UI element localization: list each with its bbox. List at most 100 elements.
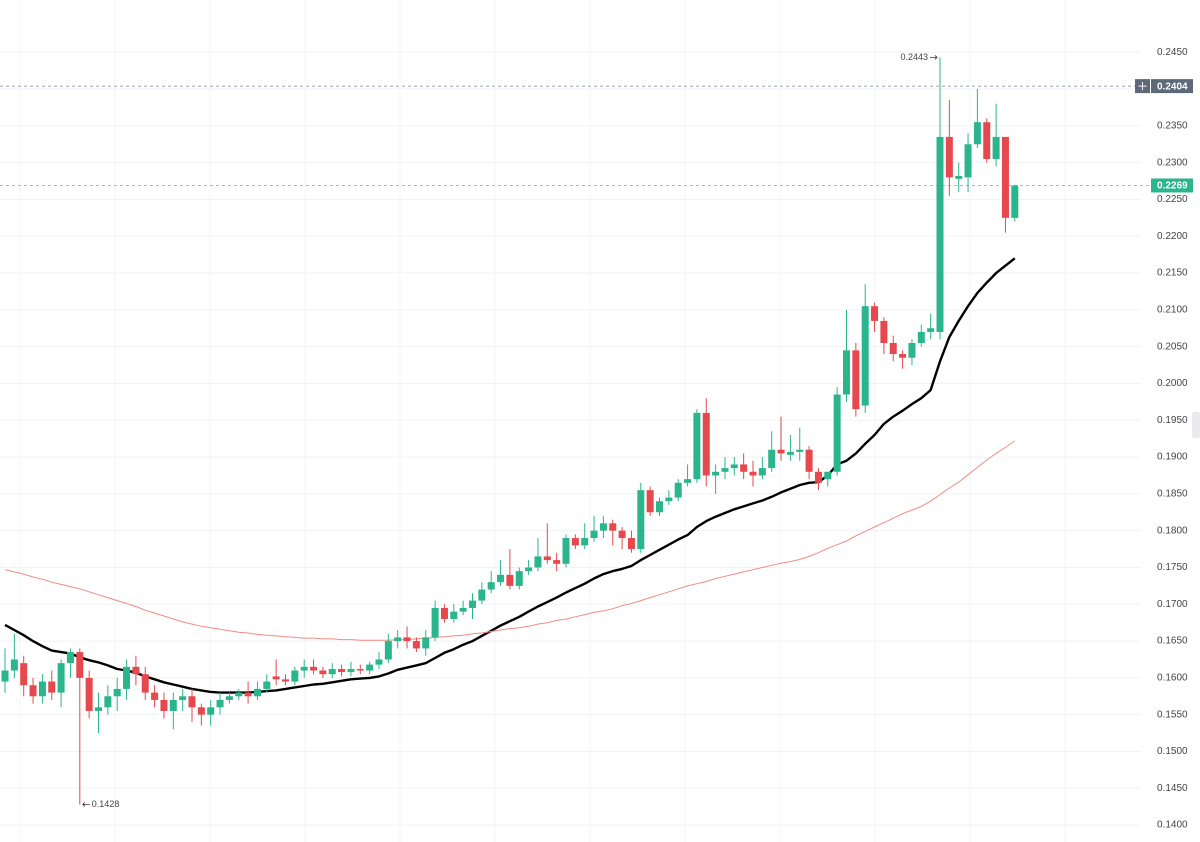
candle-body: [291, 670, 299, 682]
y-tick-label: 0.1600: [1157, 673, 1188, 684]
candle-body: [786, 451, 794, 455]
candle-body: [216, 699, 224, 708]
y-tick-label: 0.2150: [1157, 268, 1188, 279]
candle-body: [740, 464, 748, 472]
candle-body: [637, 490, 645, 550]
candles: [1, 57, 1019, 805]
candle-body: [347, 669, 355, 672]
y-tick-label: 0.1950: [1157, 415, 1188, 426]
panel-handle[interactable]: [1192, 412, 1200, 438]
candle-body: [132, 666, 140, 675]
candle-body: [328, 669, 336, 675]
candle-body: [749, 471, 757, 476]
price-label-box: [1151, 178, 1193, 193]
candle-body: [225, 696, 233, 700]
candle-body: [497, 574, 505, 583]
candle-body: [244, 692, 252, 697]
candle-body: [459, 607, 467, 612]
y-tick-label: 0.1500: [1157, 746, 1188, 757]
candle-body: [95, 707, 102, 711]
candle-body: [618, 530, 626, 539]
candle-body: [581, 538, 589, 546]
candle-body: [85, 677, 93, 711]
candle-body: [702, 412, 710, 476]
candle-body: [824, 471, 832, 480]
candle-body: [10, 659, 18, 671]
moving-averages: [4, 257, 1016, 694]
candle-body: [571, 538, 579, 546]
candle-body: [141, 674, 149, 693]
candle-body: [366, 664, 374, 671]
y-tick-label: 0.2050: [1157, 341, 1188, 352]
candle-body: [908, 342, 916, 358]
y-tick-label: 0.1450: [1157, 783, 1188, 794]
candle-body: [450, 611, 458, 619]
candle-body: [412, 641, 420, 649]
y-tick-label: 0.2300: [1157, 157, 1188, 168]
candle-body: [207, 707, 215, 715]
y-tick-label: 0.1750: [1157, 562, 1188, 573]
candle-body: [796, 449, 804, 452]
candle-body: [599, 523, 607, 531]
candle-body: [384, 641, 392, 660]
candle-body: [693, 412, 701, 480]
candle-body: [29, 685, 37, 697]
y-tick-label: 0.1900: [1157, 452, 1188, 463]
candle-body: [814, 471, 822, 483]
candle-body: [66, 652, 74, 664]
candle-body: [730, 464, 738, 469]
y-tick-label: 0.2200: [1157, 231, 1188, 242]
candle-body: [983, 122, 991, 159]
candle-body: [104, 696, 112, 708]
candle-body: [543, 556, 551, 561]
y-tick-label: 0.1550: [1157, 709, 1188, 720]
add-icon: [1138, 82, 1147, 91]
overlays: 0.1400 0.1450 0.1500 0.1550 0.1600 0.1650 0.17…: [0, 47, 1193, 831]
candle-body: [833, 394, 841, 472]
candle-body: [48, 681, 56, 693]
candle-body: [422, 637, 430, 649]
candle-body: [20, 663, 28, 686]
candle-body: [1011, 185, 1019, 218]
y-tick-label: 0.1850: [1157, 489, 1188, 500]
candle-body: [843, 350, 850, 395]
y-tick-label: 0.1700: [1157, 599, 1188, 610]
candle-body: [936, 136, 944, 332]
candle-body: [1, 670, 9, 682]
candle-body: [356, 669, 364, 671]
candle-body: [253, 688, 261, 697]
low-annotation: 0.1428: [92, 799, 120, 809]
candle-body: [151, 692, 159, 700]
y-tick-label: 0.2250: [1157, 194, 1188, 205]
candle-body: [525, 567, 533, 572]
candle-body: [656, 501, 663, 513]
candle-body: [945, 136, 953, 178]
candle-body: [506, 574, 514, 586]
grid: [0, 0, 1140, 842]
candle-body: [899, 354, 907, 358]
candle-body: [562, 538, 570, 564]
candle-body: [375, 659, 383, 665]
candle-body: [263, 681, 271, 689]
candle-body: [478, 589, 486, 601]
y-tick-label: 0.2100: [1157, 305, 1188, 316]
candle-body: [852, 350, 860, 410]
candle-body: [487, 582, 495, 590]
price-label-box: [1151, 79, 1193, 94]
candle-body: [609, 523, 617, 531]
candle-body: [889, 342, 897, 355]
candle-body: [338, 669, 346, 672]
moving-average-line: [4, 257, 1016, 694]
candle-body: [553, 560, 561, 564]
candle-body: [712, 471, 720, 476]
high-annotation: 0.2443: [900, 52, 928, 62]
candle-body: [469, 600, 476, 608]
candle-body: [38, 681, 46, 697]
candle-body: [1001, 136, 1009, 218]
candle-body: [768, 449, 776, 469]
moving-average-line: [4, 440, 1016, 641]
annotation-arrow: [930, 55, 938, 60]
candle-body: [272, 676, 280, 680]
candle-body: [777, 449, 785, 454]
